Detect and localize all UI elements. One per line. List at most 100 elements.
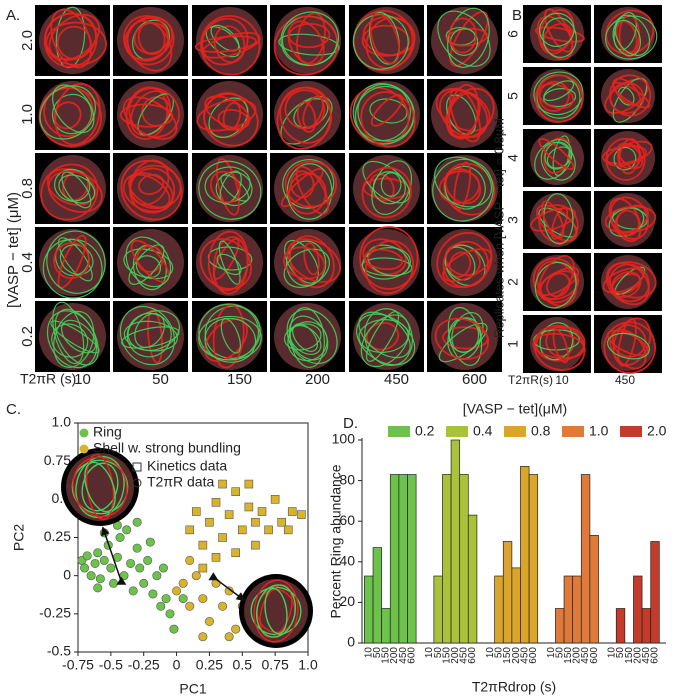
y-axis-label: PC2 [11,524,27,551]
y-tick-label: -0.25 [39,605,71,621]
filament [276,86,332,150]
filament [134,313,166,348]
point [156,601,166,611]
bar [502,541,513,644]
point [204,616,214,626]
arrow [212,576,246,602]
filament [122,172,174,213]
filament [283,246,326,280]
filament [199,238,252,290]
filament [609,263,650,303]
point [231,487,241,497]
bar [467,514,478,644]
filament [289,235,335,289]
filament [51,93,93,135]
filament [359,226,419,290]
filament [534,26,585,43]
filament [284,89,326,130]
filament [220,318,241,354]
filament [209,170,241,204]
point [95,574,105,584]
filament [544,141,571,170]
legend-label: 0.8 [531,423,551,439]
filament [365,240,414,295]
filament [61,171,92,209]
filament [618,138,641,175]
point [218,601,228,611]
filament [354,85,415,145]
y-tick-label: 0 [347,634,355,650]
point [283,525,293,535]
legend-marker [132,478,142,488]
filament [442,248,493,283]
legend-label: 2.0 [647,423,667,439]
filament [204,317,257,363]
filament [538,137,575,170]
bar [407,474,417,644]
filament [434,317,490,360]
y-tick-label: 40 [339,553,355,569]
filament [52,84,95,134]
point [93,583,103,593]
filament [194,35,257,53]
point [178,578,188,588]
x-tick-label: 0.5 [233,657,253,673]
filament [288,22,331,49]
filament [534,74,584,123]
filament [215,171,253,207]
droplet [353,155,420,222]
filament [449,87,481,143]
row-label: 2.0 [19,30,36,51]
point [145,537,155,547]
point [224,586,234,596]
point [185,555,195,565]
filament [128,244,165,285]
y-tick-label: -0.5 [47,643,71,659]
filament [119,305,176,366]
filament [126,20,173,72]
filament [532,257,578,304]
filament [360,314,410,368]
filament [604,205,657,234]
filament [284,239,319,284]
point [161,594,171,604]
x-tick-label: 600 [589,647,600,664]
filament [216,253,242,276]
filament [121,326,180,349]
x-tick-label: 200 [572,647,583,664]
bar [572,575,582,644]
filament [438,322,488,363]
point [198,632,208,642]
point [191,571,201,581]
filament [533,324,586,371]
bar [520,466,530,644]
point [211,578,221,588]
filament [128,87,180,138]
droplet [274,155,341,222]
bar [650,541,660,644]
column-label: 10 [74,371,91,388]
point [115,532,125,542]
row-label: 0.2 [19,326,36,347]
point [251,517,260,527]
filament [372,171,406,205]
point [82,551,92,561]
x-tick-label: 200 [632,647,643,664]
legend-swatch [388,426,410,437]
filament [369,13,401,65]
point [211,553,221,562]
filament [285,240,327,287]
filament [200,15,261,76]
filament [432,158,494,222]
panel-label: C. [6,401,21,418]
filament [46,310,98,369]
point [132,517,142,527]
point [185,601,195,611]
legend-label: 1.0 [589,423,609,439]
y-tick-label: 100 [332,431,356,447]
bar [433,575,443,644]
inset-droplet [66,453,134,521]
filament [365,321,400,351]
anchor [116,576,127,585]
legend-title: [VASP − tet](μM) [463,401,567,417]
